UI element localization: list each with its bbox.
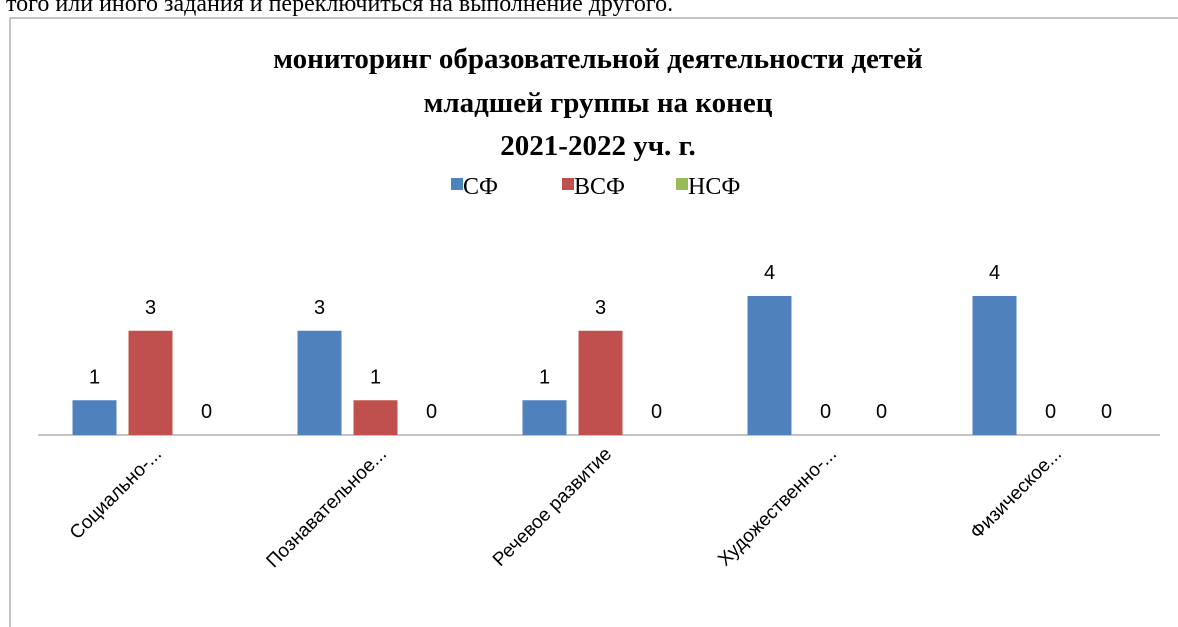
- data-label: 1: [89, 366, 100, 388]
- bar: [578, 330, 623, 435]
- data-label: 4: [989, 262, 1000, 284]
- chart-title: младшей группы на конец: [424, 87, 773, 119]
- legend-label: НСФ: [688, 174, 740, 200]
- data-label: 0: [1101, 401, 1112, 423]
- bar: [353, 400, 398, 435]
- bar: [972, 296, 1017, 435]
- legend-label: ВСФ: [574, 174, 625, 200]
- header-text: того или иного задания и переключиться н…: [6, 0, 673, 17]
- data-label: 0: [876, 401, 887, 423]
- data-label: 0: [201, 401, 212, 423]
- chart-title: 2021-2022 уч. г.: [500, 130, 695, 162]
- data-label: 0: [426, 401, 437, 423]
- legend-label: СФ: [463, 174, 498, 200]
- data-label: 3: [145, 297, 156, 319]
- legend-swatch: [562, 178, 574, 190]
- legend-swatch: [676, 178, 688, 190]
- data-label: 3: [314, 297, 325, 319]
- data-label: 1: [370, 366, 381, 388]
- data-label: 0: [651, 401, 662, 423]
- data-label: 0: [820, 401, 831, 423]
- bar: [747, 296, 792, 435]
- data-label: 4: [764, 262, 775, 284]
- bar: [522, 400, 567, 435]
- bar: [297, 330, 342, 435]
- data-label: 0: [1045, 401, 1056, 423]
- data-label: 1: [539, 366, 550, 388]
- legend-swatch: [451, 178, 463, 190]
- chart-title: мониторинг образовательной деятельности …: [273, 43, 922, 75]
- bar: [72, 400, 117, 435]
- bar: [128, 330, 173, 435]
- data-label: 3: [595, 297, 606, 319]
